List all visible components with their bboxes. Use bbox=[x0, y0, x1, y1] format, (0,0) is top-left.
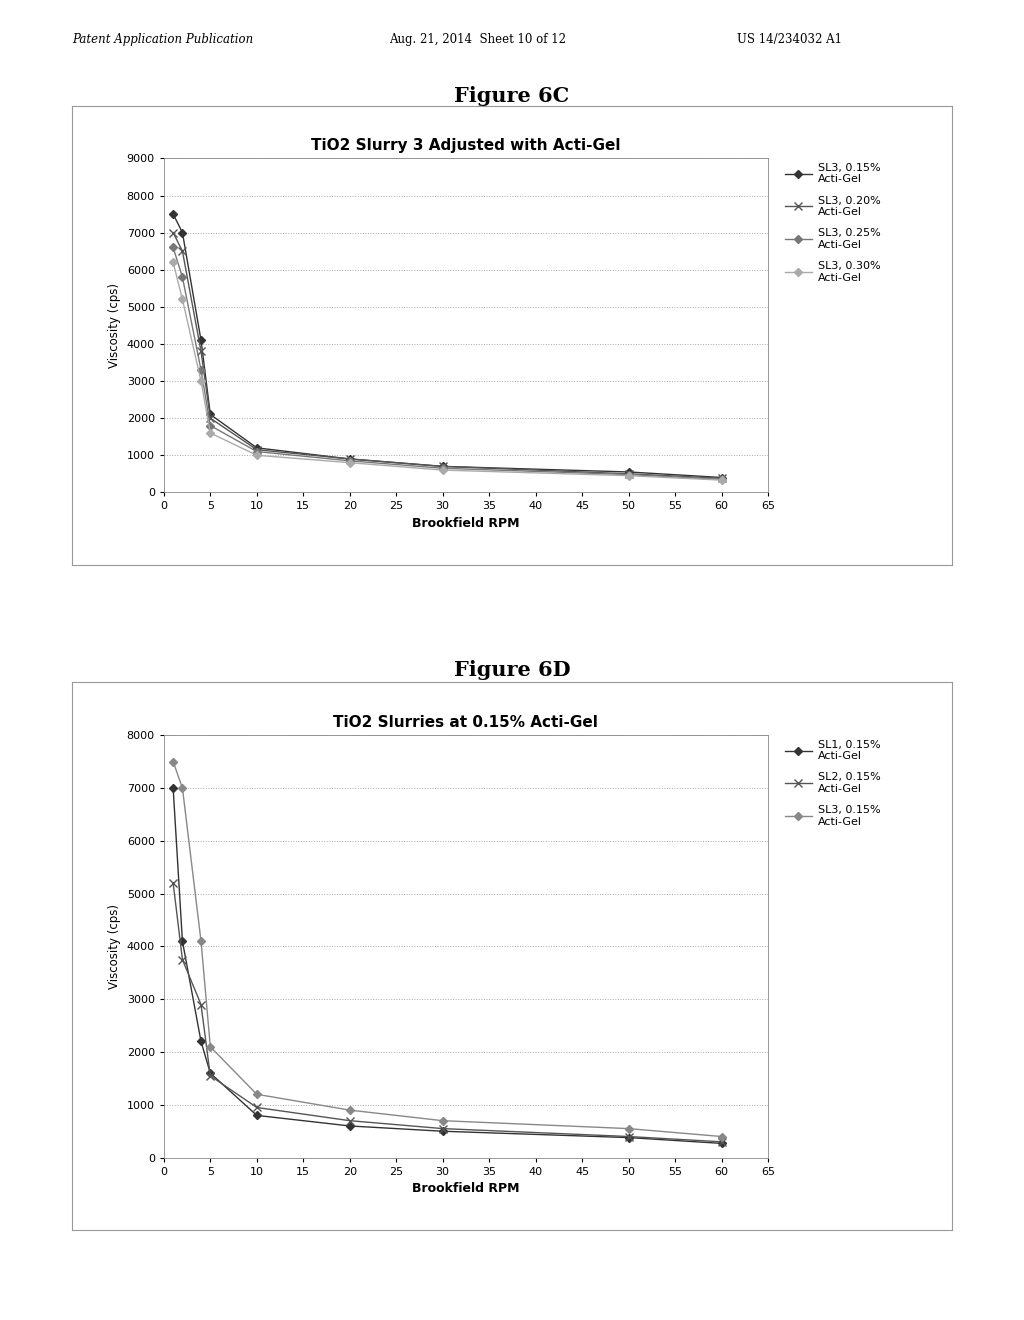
SL1, 0.15%
Acti-Gel bbox=[436, 1123, 449, 1139]
SL3, 0.20%
Acti-Gel bbox=[195, 343, 207, 359]
SL3, 0.15%
Acti-Gel bbox=[623, 465, 635, 480]
SL1, 0.15%
Acti-Gel bbox=[716, 1135, 728, 1151]
Line: SL1, 0.15%
Acti-Gel: SL1, 0.15% Acti-Gel bbox=[170, 785, 724, 1146]
SL3, 0.30%
Acti-Gel bbox=[167, 255, 179, 271]
Line: SL3, 0.30%
Acti-Gel: SL3, 0.30% Acti-Gel bbox=[170, 260, 724, 483]
SL3, 0.25%
Acti-Gel bbox=[344, 453, 356, 469]
SL3, 0.15%
Acti-Gel bbox=[436, 458, 449, 474]
X-axis label: Brookfield RPM: Brookfield RPM bbox=[413, 517, 519, 529]
Y-axis label: Viscosity (cps): Viscosity (cps) bbox=[109, 282, 121, 368]
SL3, 0.20%
Acti-Gel bbox=[623, 466, 635, 482]
Text: Patent Application Publication: Patent Application Publication bbox=[72, 33, 253, 46]
Line: SL3, 0.15%
Acti-Gel: SL3, 0.15% Acti-Gel bbox=[170, 211, 724, 480]
Line: SL3, 0.20%
Acti-Gel: SL3, 0.20% Acti-Gel bbox=[169, 228, 726, 482]
SL3, 0.25%
Acti-Gel bbox=[436, 461, 449, 477]
SL2, 0.15%
Acti-Gel bbox=[176, 952, 188, 968]
Line: SL3, 0.15%
Acti-Gel: SL3, 0.15% Acti-Gel bbox=[170, 759, 724, 1139]
SL1, 0.15%
Acti-Gel bbox=[251, 1107, 263, 1123]
SL2, 0.15%
Acti-Gel bbox=[204, 1068, 216, 1084]
SL1, 0.15%
Acti-Gel bbox=[167, 780, 179, 796]
SL2, 0.15%
Acti-Gel bbox=[344, 1113, 356, 1129]
SL3, 0.20%
Acti-Gel bbox=[251, 442, 263, 458]
SL3, 0.25%
Acti-Gel bbox=[623, 467, 635, 483]
SL3, 0.15%
Acti-Gel bbox=[623, 1121, 635, 1137]
SL3, 0.25%
Acti-Gel bbox=[716, 471, 728, 487]
SL2, 0.15%
Acti-Gel bbox=[716, 1134, 728, 1150]
SL3, 0.25%
Acti-Gel bbox=[251, 444, 263, 459]
X-axis label: Brookfield RPM: Brookfield RPM bbox=[413, 1183, 519, 1195]
SL3, 0.30%
Acti-Gel bbox=[176, 292, 188, 308]
SL3, 0.20%
Acti-Gel bbox=[167, 224, 179, 240]
SL3, 0.15%
Acti-Gel bbox=[344, 451, 356, 467]
Line: SL2, 0.15%
Acti-Gel: SL2, 0.15% Acti-Gel bbox=[169, 879, 726, 1146]
SL3, 0.20%
Acti-Gel bbox=[176, 243, 188, 259]
Text: US 14/234032 A1: US 14/234032 A1 bbox=[737, 33, 843, 46]
SL3, 0.25%
Acti-Gel bbox=[204, 417, 216, 433]
SL3, 0.30%
Acti-Gel bbox=[716, 473, 728, 488]
SL3, 0.15%
Acti-Gel bbox=[716, 470, 728, 486]
Title: TiO2 Slurry 3 Adjusted with Acti-Gel: TiO2 Slurry 3 Adjusted with Acti-Gel bbox=[311, 139, 621, 153]
SL3, 0.15%
Acti-Gel bbox=[195, 333, 207, 348]
SL3, 0.15%
Acti-Gel bbox=[204, 407, 216, 422]
Y-axis label: Viscosity (cps): Viscosity (cps) bbox=[109, 904, 121, 989]
SL3, 0.15%
Acti-Gel bbox=[436, 1113, 449, 1129]
SL2, 0.15%
Acti-Gel bbox=[436, 1121, 449, 1137]
SL3, 0.20%
Acti-Gel bbox=[204, 411, 216, 426]
SL2, 0.15%
Acti-Gel bbox=[195, 997, 207, 1012]
SL3, 0.15%
Acti-Gel bbox=[176, 224, 188, 240]
SL3, 0.20%
Acti-Gel bbox=[716, 470, 728, 486]
SL2, 0.15%
Acti-Gel bbox=[167, 875, 179, 891]
SL3, 0.25%
Acti-Gel bbox=[167, 239, 179, 255]
SL3, 0.30%
Acti-Gel bbox=[623, 467, 635, 483]
Legend: SL1, 0.15%
Acti-Gel, SL2, 0.15%
Acti-Gel, SL3, 0.15%
Acti-Gel: SL1, 0.15% Acti-Gel, SL2, 0.15% Acti-Gel… bbox=[780, 735, 885, 832]
Line: SL3, 0.25%
Acti-Gel: SL3, 0.25% Acti-Gel bbox=[170, 244, 724, 482]
SL3, 0.15%
Acti-Gel bbox=[195, 933, 207, 949]
SL3, 0.30%
Acti-Gel bbox=[204, 425, 216, 441]
SL3, 0.15%
Acti-Gel bbox=[176, 780, 188, 796]
SL1, 0.15%
Acti-Gel bbox=[623, 1130, 635, 1146]
SL3, 0.15%
Acti-Gel bbox=[251, 440, 263, 455]
SL3, 0.25%
Acti-Gel bbox=[176, 269, 188, 285]
Text: Aug. 21, 2014  Sheet 10 of 12: Aug. 21, 2014 Sheet 10 of 12 bbox=[389, 33, 566, 46]
SL3, 0.30%
Acti-Gel bbox=[344, 455, 356, 471]
SL1, 0.15%
Acti-Gel bbox=[195, 1034, 207, 1049]
SL3, 0.15%
Acti-Gel bbox=[167, 754, 179, 770]
SL3, 0.20%
Acti-Gel bbox=[436, 458, 449, 474]
Text: Figure 6D: Figure 6D bbox=[454, 660, 570, 680]
Legend: SL3, 0.15%
Acti-Gel, SL3, 0.20%
Acti-Gel, SL3, 0.25%
Acti-Gel, SL3, 0.30%
Acti-G: SL3, 0.15% Acti-Gel, SL3, 0.20% Acti-Gel… bbox=[780, 158, 885, 286]
SL3, 0.20%
Acti-Gel bbox=[344, 451, 356, 467]
SL1, 0.15%
Acti-Gel bbox=[204, 1065, 216, 1081]
SL3, 0.15%
Acti-Gel bbox=[204, 1039, 216, 1055]
SL3, 0.25%
Acti-Gel bbox=[195, 362, 207, 378]
Text: Figure 6C: Figure 6C bbox=[455, 86, 569, 106]
SL1, 0.15%
Acti-Gel bbox=[344, 1118, 356, 1134]
SL3, 0.15%
Acti-Gel bbox=[716, 1129, 728, 1144]
SL2, 0.15%
Acti-Gel bbox=[623, 1129, 635, 1144]
SL3, 0.15%
Acti-Gel bbox=[344, 1102, 356, 1118]
SL2, 0.15%
Acti-Gel bbox=[251, 1100, 263, 1115]
SL3, 0.30%
Acti-Gel bbox=[251, 447, 263, 463]
SL3, 0.15%
Acti-Gel bbox=[251, 1086, 263, 1102]
SL1, 0.15%
Acti-Gel bbox=[176, 933, 188, 949]
SL3, 0.30%
Acti-Gel bbox=[436, 462, 449, 478]
Title: TiO2 Slurries at 0.15% Acti-Gel: TiO2 Slurries at 0.15% Acti-Gel bbox=[334, 715, 598, 730]
SL3, 0.30%
Acti-Gel bbox=[195, 374, 207, 389]
SL3, 0.15%
Acti-Gel bbox=[167, 206, 179, 222]
